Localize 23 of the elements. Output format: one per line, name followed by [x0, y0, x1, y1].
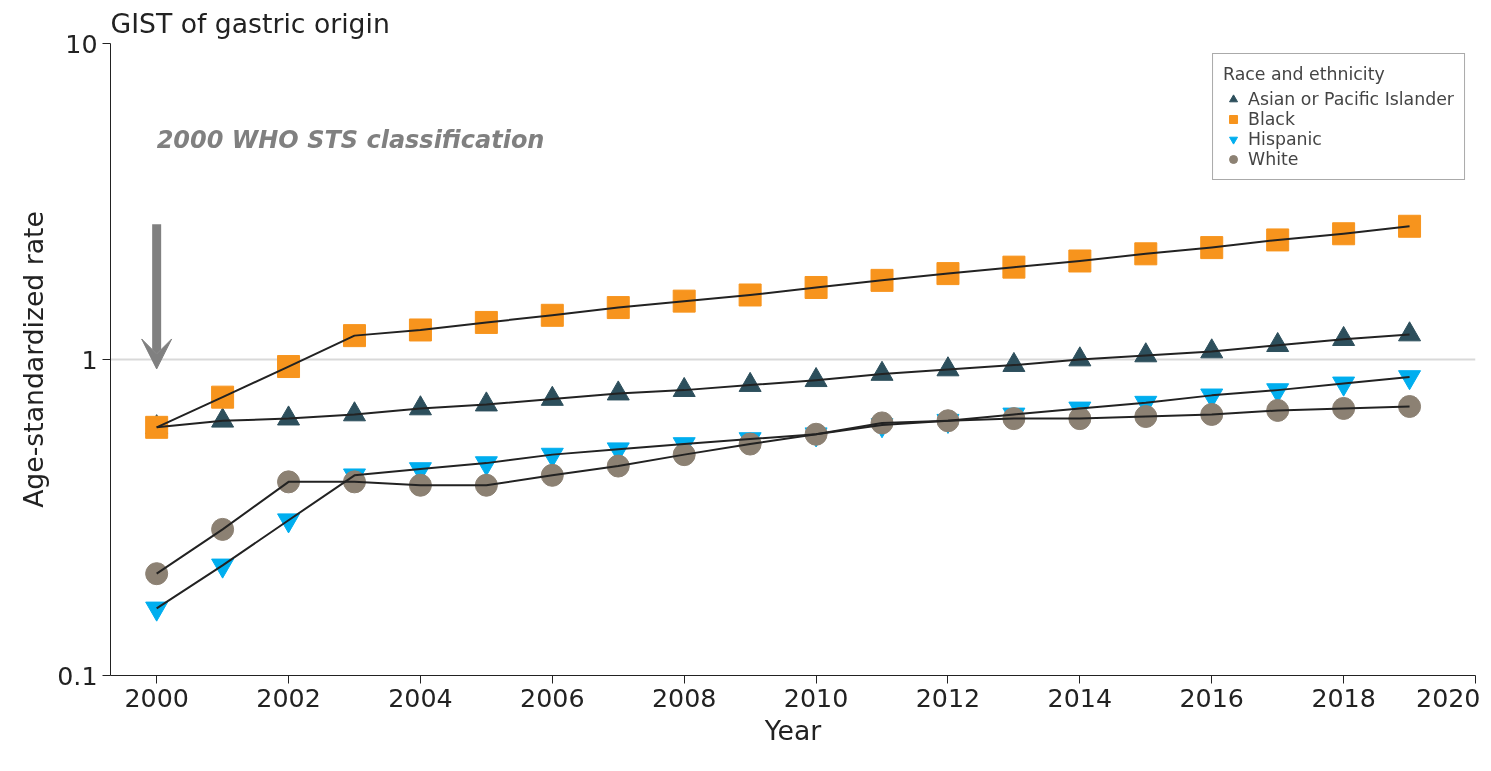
x-tick-label: 2010 [783, 682, 849, 713]
y-axis-title: Age-standardized rate [18, 211, 50, 508]
x-tick-label: 2016 [1179, 682, 1244, 713]
x-tick-label: 2004 [388, 682, 453, 713]
y-tick-label: 0.1 [57, 660, 98, 691]
legend-label: Hispanic [1248, 129, 1322, 149]
x-axis-title: Year [763, 714, 822, 746]
y-tick-label: 1 [81, 344, 98, 375]
legend-label: Asian or Pacific Islander [1248, 89, 1454, 109]
x-tick-label: 2000 [124, 682, 189, 713]
x-tick-label: 2008 [651, 682, 717, 713]
legend-label: White [1248, 149, 1299, 169]
x-tick-label: 2018 [1311, 682, 1376, 713]
chart-title: GIST of gastric origin [110, 7, 390, 39]
y-tick-label: 10 [65, 28, 98, 59]
x-tick-label: 2014 [1047, 682, 1113, 713]
x-tick-label: 2020 [1416, 682, 1481, 713]
x-tick-label: 2012 [915, 682, 981, 713]
x-tick-label: 2002 [256, 682, 321, 713]
legend-title: Race and ethnicity [1223, 64, 1386, 84]
x-tick-label: 2006 [520, 682, 585, 713]
annotation: 2000 WHO STS classification [156, 126, 545, 155]
legend-label: Black [1248, 109, 1295, 129]
